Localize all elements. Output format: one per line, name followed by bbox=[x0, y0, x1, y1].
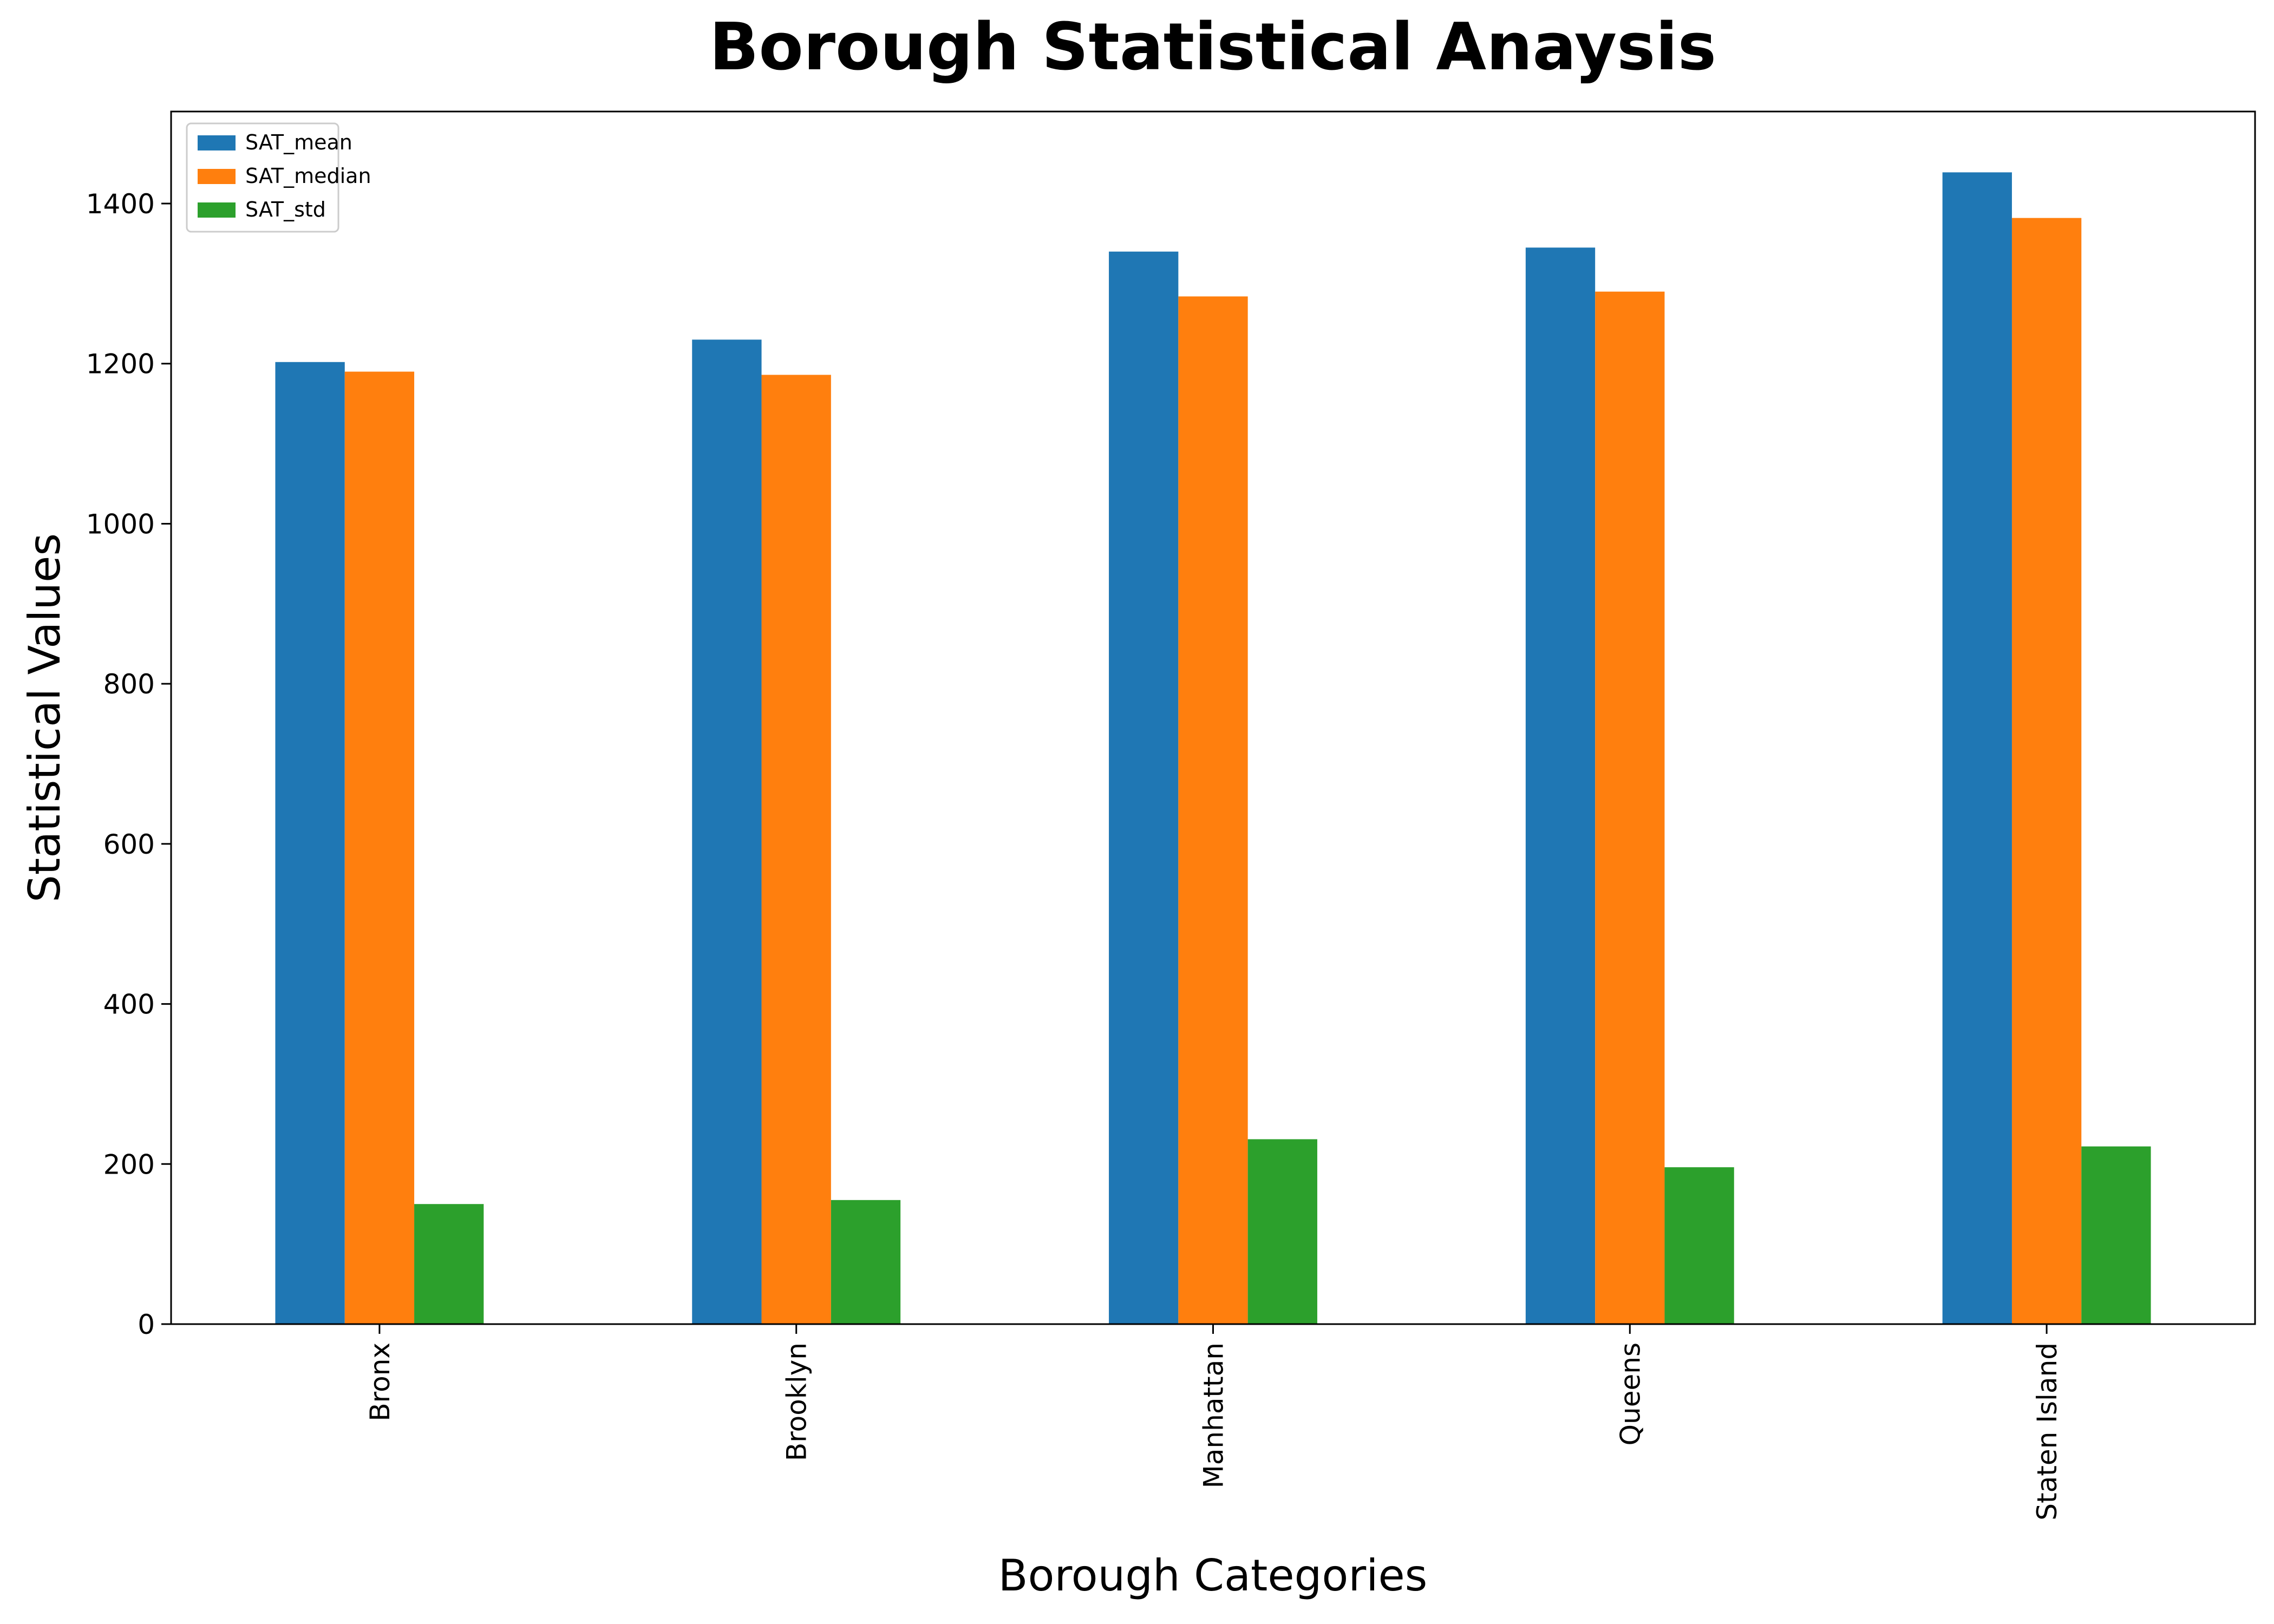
y-tick-label: 200 bbox=[103, 1149, 155, 1180]
x-tick-label: Staten Island bbox=[2031, 1343, 2063, 1521]
bar-SAT_mean-bronx bbox=[275, 362, 345, 1325]
legend-label-SAT_median: SAT_median bbox=[245, 164, 371, 188]
y-tick-label: 1000 bbox=[86, 508, 155, 540]
y-tick-label: 400 bbox=[103, 989, 155, 1020]
plot-frame bbox=[170, 110, 2256, 1325]
bar-SAT_std-bronx bbox=[414, 1204, 484, 1324]
legend-swatch-SAT_std bbox=[198, 202, 236, 218]
legend-swatch-SAT_median bbox=[198, 169, 236, 184]
bar-SAT_mean-brooklyn bbox=[692, 339, 762, 1324]
bar-SAT_median-brooklyn bbox=[761, 375, 831, 1324]
y-tick-label: 800 bbox=[103, 669, 155, 700]
y-tick-label: 0 bbox=[138, 1309, 155, 1340]
bar-SAT_std-staten-island bbox=[2081, 1146, 2151, 1324]
x-tick-label: Brooklyn bbox=[781, 1343, 813, 1461]
bar-SAT_mean-manhattan bbox=[1109, 251, 1179, 1325]
bar-SAT_mean-staten-island bbox=[1942, 172, 2012, 1324]
y-tick-label: 1400 bbox=[86, 188, 155, 220]
bar-SAT_median-manhattan bbox=[1178, 296, 1248, 1324]
bars-layer bbox=[275, 172, 2151, 1325]
y-tick-label: 600 bbox=[103, 829, 155, 860]
y-tick-label: 1200 bbox=[86, 349, 155, 380]
x-tick-label: Manhattan bbox=[1198, 1343, 1230, 1488]
legend-swatch-SAT_mean bbox=[198, 135, 236, 150]
legend: SAT_mean SAT_median SAT_std bbox=[186, 122, 371, 233]
legend-label-SAT_std: SAT_std bbox=[245, 198, 326, 221]
y-axis: 0 200 400 600 800 1000 1200 1400 bbox=[86, 188, 171, 1340]
bar-SAT_std-brooklyn bbox=[831, 1200, 901, 1324]
x-tick-label: Queens bbox=[1615, 1343, 1646, 1445]
x-axis-label: Borough Categories bbox=[998, 1550, 1428, 1601]
bar-SAT_std-manhattan bbox=[1247, 1139, 1317, 1324]
bar-SAT_median-bronx bbox=[344, 371, 415, 1324]
bar-SAT_median-staten-island bbox=[2011, 218, 2082, 1324]
legend-label-SAT_mean: SAT_mean bbox=[245, 130, 352, 154]
x-axis: Bronx Brooklyn Manhattan Queens Staten Islan… bbox=[364, 1324, 2063, 1521]
bar-SAT_std-queens bbox=[1664, 1167, 1734, 1324]
bar-SAT_mean-queens bbox=[1525, 247, 1596, 1324]
bar-SAT_median-queens bbox=[1595, 291, 1665, 1324]
chart-title: Borough Statistical Anaysis bbox=[709, 10, 1716, 85]
x-tick-label: Bronx bbox=[364, 1343, 396, 1422]
y-axis-label: Statistical Values bbox=[19, 533, 70, 902]
